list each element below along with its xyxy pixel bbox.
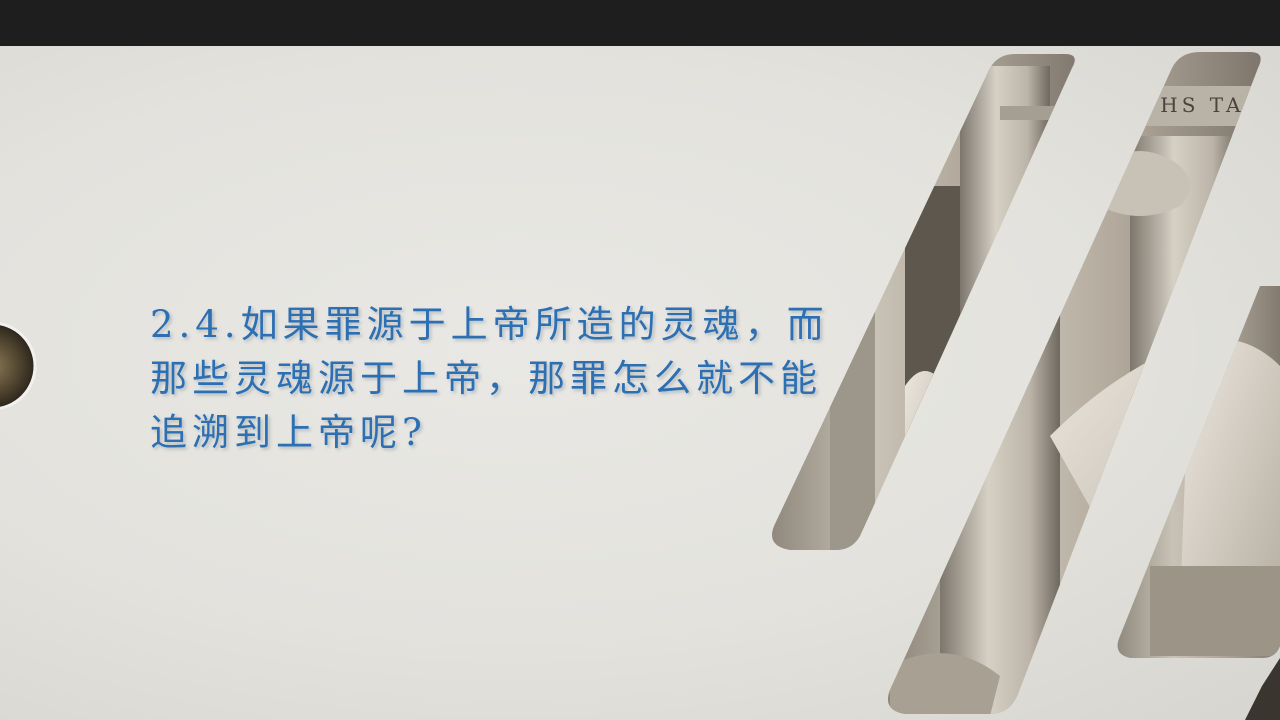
photo-strip-right <box>1117 286 1280 658</box>
inscription-text: GL YPHS TA ALIS <box>1078 93 1280 117</box>
slide-canvas: GL YPHS TA ALIS 2.4.如果罪源于上帝所造的灵魂，而那些灵魂源于… <box>0 46 1280 720</box>
top-black-bar <box>0 0 1280 46</box>
slide-artwork: GL YPHS TA ALIS <box>0 52 1280 720</box>
question-heading: 2.4.如果罪源于上帝所造的灵魂，而那些灵魂源于上帝，那罪怎么就不能追溯到上帝呢… <box>150 303 829 454</box>
left-circle-photo <box>0 322 37 410</box>
